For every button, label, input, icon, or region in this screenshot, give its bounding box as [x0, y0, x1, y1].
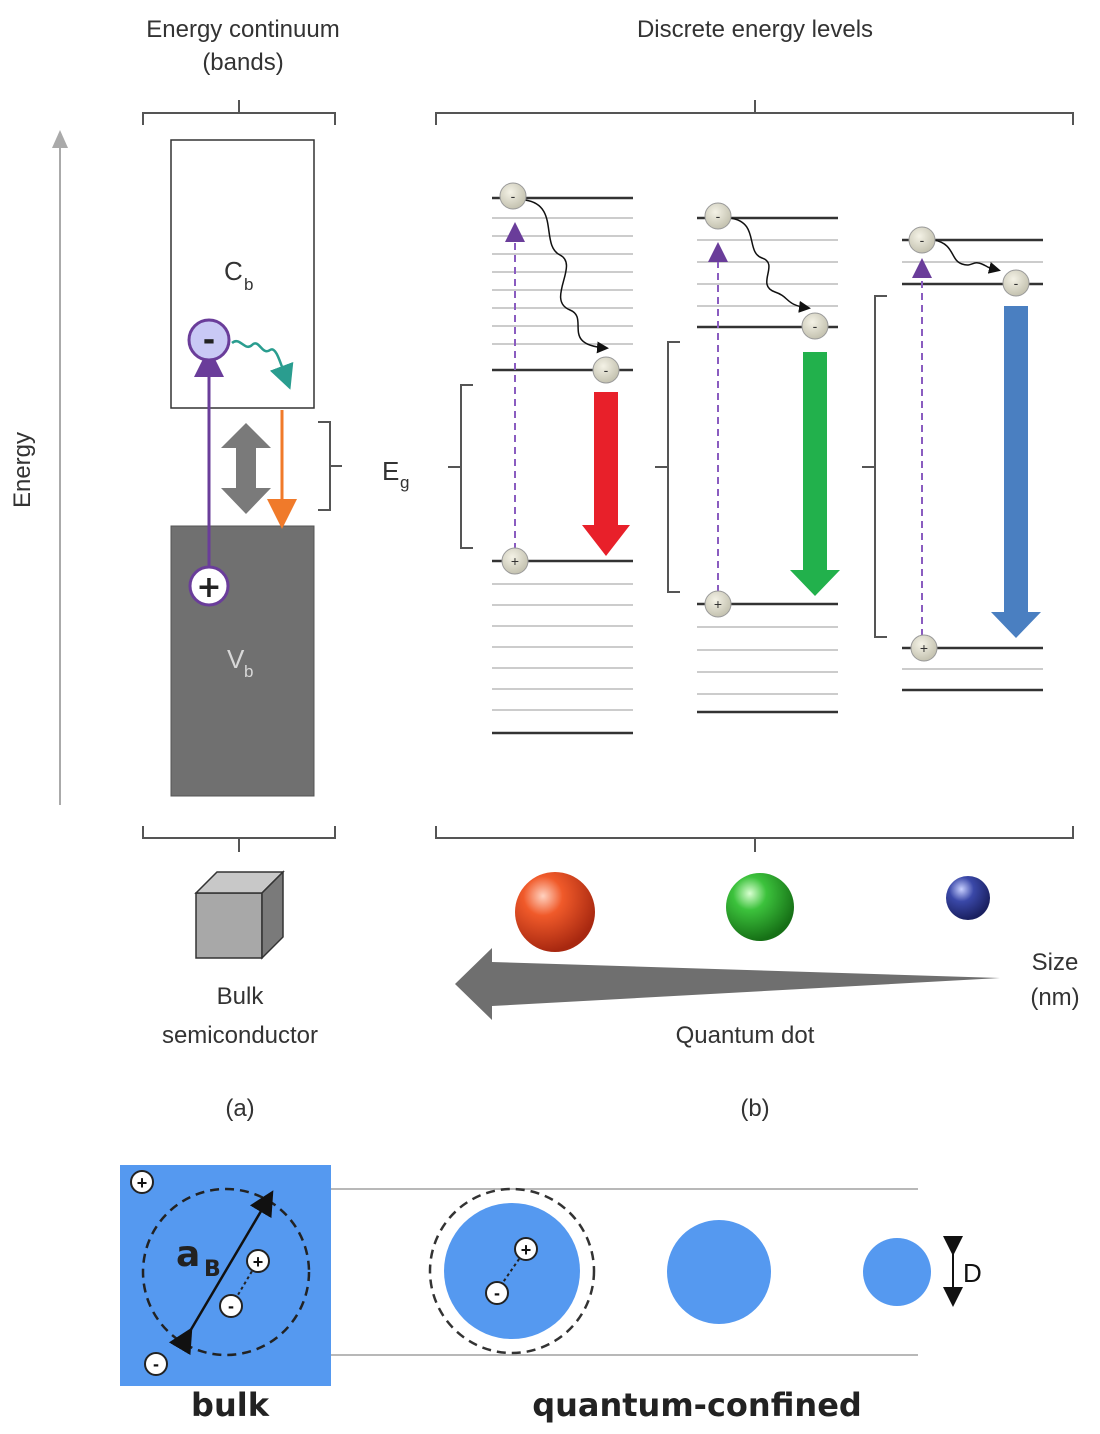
hole-icon	[910, 634, 938, 662]
panel-b-label: (b)	[740, 1095, 769, 1122]
bottom-brace-right	[435, 826, 1074, 852]
electron-icon	[801, 312, 829, 340]
top-brace-right	[435, 100, 1074, 125]
qd-large-relaxation	[524, 199, 609, 354]
qd-large-gap-bracket	[448, 384, 473, 549]
panel-a-label: (a)	[225, 1095, 254, 1122]
hole-sign-small: +	[714, 596, 722, 612]
band-gap-label: E	[382, 456, 399, 486]
electron-sign-lower: -	[228, 1296, 234, 1316]
qd-small-relaxation	[933, 239, 1001, 274]
hole-sign-small: +	[511, 553, 519, 569]
exciton-boundary	[141, 1187, 311, 1357]
confined-dot-medium	[667, 1220, 771, 1324]
size-unit-label: (nm)	[1030, 984, 1079, 1011]
bulk-label: Bulk	[217, 983, 265, 1010]
electron-icon	[1002, 269, 1030, 297]
bohr-radius-arrow	[168, 1190, 274, 1356]
bulk-gap-bracket	[318, 421, 342, 511]
hole-icon	[514, 1237, 538, 1261]
sphere-icon-green	[726, 873, 794, 941]
top-brace-left	[142, 100, 336, 125]
continuum-label: Energy continuum	[146, 16, 339, 43]
electron-icon	[908, 226, 936, 254]
electron-icon	[592, 356, 620, 384]
hole-sign-lower: +	[253, 1252, 264, 1272]
electron-sign-lower: -	[153, 1354, 159, 1374]
semiconductor-label: semiconductor	[162, 1022, 318, 1049]
qd-levels-medium	[697, 216, 838, 714]
hole-sign: +	[196, 570, 221, 605]
hole-icon	[188, 565, 230, 607]
relaxation-squiggle	[231, 340, 294, 390]
bohr-radius-label: a	[176, 1234, 200, 1275]
conduction-band-subscript: b	[244, 275, 253, 294]
qd-large-emission	[582, 392, 630, 556]
qd-medium-relaxation	[729, 217, 811, 313]
hole-sign-small: +	[920, 640, 928, 656]
quantum-dot-label: Quantum dot	[676, 1022, 815, 1049]
valence-band-label: V	[227, 644, 245, 674]
hole-icon	[501, 547, 529, 575]
electron-sign-small: -	[920, 232, 925, 248]
confined-dot-exciton-boundary	[428, 1187, 596, 1355]
valence-band	[170, 525, 315, 797]
electron-icon	[219, 1294, 243, 1318]
band-gap-subscript: g	[400, 473, 409, 492]
hole-icon	[704, 590, 732, 618]
bulk-caption: bulk	[191, 1386, 270, 1424]
confined-dot-small	[863, 1238, 931, 1306]
diameter-label: D	[963, 1258, 982, 1288]
electron-sign-small: -	[604, 362, 609, 378]
qd-small-emission	[991, 306, 1041, 638]
quantum-confined-caption: quantum-confined	[532, 1386, 862, 1424]
electron-sign-small: -	[511, 188, 516, 204]
hole-icon	[130, 1170, 154, 1194]
qd-medium-emission	[790, 352, 840, 596]
energy-axis-arrowhead	[52, 130, 68, 148]
cube-icon	[194, 870, 285, 960]
conduction-band-label: C	[224, 256, 243, 286]
qd-medium-gap-bracket	[655, 341, 680, 593]
bottom-brace-left	[142, 826, 336, 852]
energy-axis-label: Energy	[9, 432, 36, 508]
electron-sign-lower: -	[494, 1283, 500, 1303]
electron-icon	[704, 202, 732, 230]
electron-icon	[499, 182, 527, 210]
hole-sign-lower: +	[521, 1240, 532, 1260]
discrete-levels-label: Discrete energy levels	[637, 16, 873, 43]
qd-small-gap-bracket	[862, 295, 887, 638]
electron-sign-small: -	[813, 318, 818, 334]
electron-icon	[144, 1352, 168, 1376]
electron-icon	[187, 318, 231, 362]
size-label: Size	[1032, 949, 1079, 976]
electron-sign-small: -	[716, 208, 721, 224]
double-arrow-icon	[221, 423, 271, 514]
electron-icon	[485, 1281, 509, 1305]
electron-sign-small: -	[1014, 275, 1019, 291]
sphere-icon-blue	[946, 876, 990, 920]
hole-icon	[246, 1249, 270, 1273]
hole-sign-lower: +	[137, 1173, 148, 1193]
electron-sign: -	[203, 323, 215, 358]
bohr-radius-subscript: B	[204, 1257, 221, 1282]
valence-band-subscript: b	[244, 662, 253, 681]
size-arrow	[455, 948, 1000, 1020]
sphere-icon-red	[515, 872, 595, 952]
continuum-label-bands: (bands)	[202, 49, 283, 76]
